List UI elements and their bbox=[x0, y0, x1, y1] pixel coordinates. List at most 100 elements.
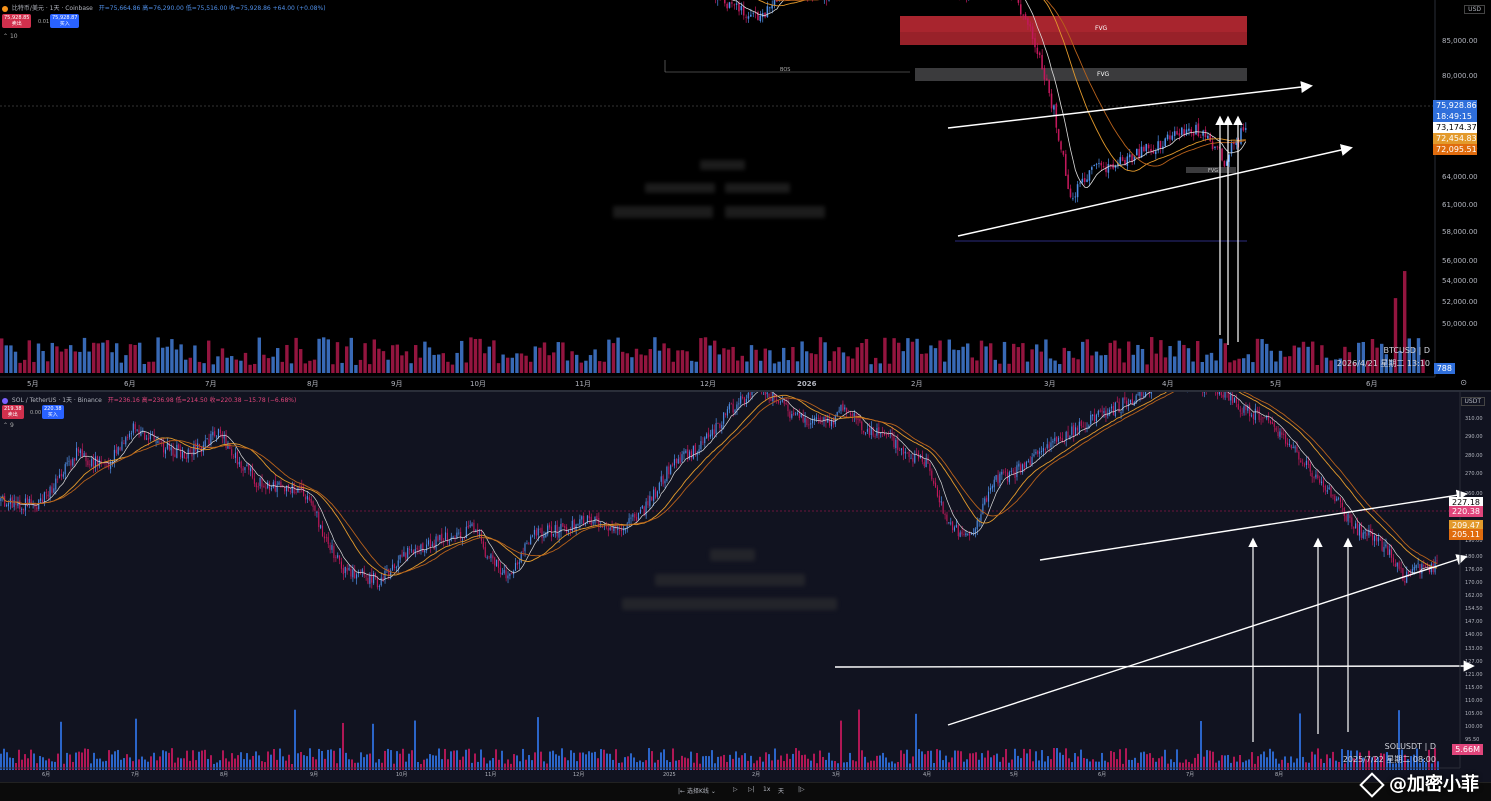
sol-candle bbox=[1264, 418, 1265, 419]
jump-to-realtime-icon[interactable]: |▷ bbox=[798, 786, 805, 793]
btc-candle bbox=[1048, 80, 1050, 93]
sol-y-tick: 121.00 bbox=[1465, 672, 1483, 678]
btc-chart-canvas[interactable]: FVGFVGBOSFVG85,000.0080,000.0068,000.006… bbox=[0, 0, 1491, 390]
btc-volume-bar bbox=[1099, 355, 1102, 373]
sol-candle bbox=[839, 411, 840, 412]
sol-candle bbox=[825, 416, 826, 421]
chart-settings-icon[interactable]: ⊙ bbox=[1460, 378, 1467, 387]
sol-candle bbox=[899, 450, 900, 451]
btc-candle bbox=[1243, 127, 1245, 130]
btc-volume-bar bbox=[152, 362, 155, 373]
btc-x-tick: 8月 bbox=[307, 380, 318, 388]
sol-volume-bar bbox=[261, 761, 263, 770]
sol-candle bbox=[297, 488, 298, 492]
btc-volume-bar bbox=[1256, 339, 1259, 373]
sol-volume-bar bbox=[855, 761, 857, 770]
btc-volume-bar bbox=[23, 360, 26, 373]
sol-candle bbox=[712, 429, 713, 435]
sol-volume-bar bbox=[189, 761, 191, 770]
sol-volume-bar bbox=[465, 750, 467, 770]
sol-candle bbox=[638, 513, 639, 519]
btc-volume-bar bbox=[975, 360, 978, 373]
btc-volume-bar bbox=[239, 361, 242, 373]
btc-volume-bar bbox=[83, 338, 86, 373]
sol-candle bbox=[68, 461, 69, 462]
select-bar-button[interactable]: |← 选择K线 ⌄ bbox=[678, 786, 716, 795]
sol-candle bbox=[714, 429, 715, 434]
sol-ma-long bbox=[1, 392, 1437, 573]
sol-volume-bar bbox=[588, 751, 590, 770]
btc-sell-button[interactable]: 75,928.85 卖出 bbox=[2, 14, 31, 28]
sol-sell-button[interactable]: 219.38 卖出 bbox=[2, 405, 24, 419]
sol-volume-bar bbox=[504, 764, 506, 770]
sol-indicator-toggle[interactable]: ⌃ 9 bbox=[3, 422, 14, 429]
btc-volume-bar bbox=[708, 346, 711, 373]
sol-candle bbox=[318, 512, 319, 527]
btc-buy-button[interactable]: 75,928.87 买入 bbox=[50, 14, 79, 28]
btc-volume-bar bbox=[193, 345, 196, 373]
sol-candle bbox=[392, 565, 393, 570]
btc-volume-bar bbox=[336, 342, 339, 373]
sol-candle bbox=[594, 517, 595, 523]
sol-volume-bar bbox=[1305, 762, 1307, 770]
sol-title[interactable]: SOL / TetherUS · 1天 · Binance bbox=[12, 397, 102, 404]
sol-candle bbox=[1037, 451, 1038, 454]
step-forward-icon[interactable]: ▷| bbox=[748, 786, 755, 793]
sol-candle bbox=[0, 498, 1, 501]
sol-volume-bar bbox=[3, 749, 5, 770]
sol-candle bbox=[683, 451, 684, 454]
btc-title[interactable]: 比特币/美元 · 1天 · Coinbase bbox=[12, 5, 93, 12]
btc-volume-bar bbox=[299, 349, 302, 373]
btc-volume-bar bbox=[1173, 356, 1176, 373]
btc-volume-bar bbox=[225, 358, 228, 373]
btc-volume-bar bbox=[1090, 355, 1093, 373]
sol-candle bbox=[984, 498, 985, 504]
sol-volume-bar bbox=[321, 751, 323, 770]
sol-symbol-info: SOLUSDT | D 2025/7/22 星期二 08:00 bbox=[1340, 742, 1436, 765]
btc-candle bbox=[733, 5, 735, 6]
btc-indicator-toggle[interactable]: ⌃ 10 bbox=[3, 33, 18, 40]
sol-candle bbox=[1035, 452, 1036, 453]
sol-volume-bar bbox=[1188, 762, 1190, 770]
btc-volume-bar bbox=[639, 354, 642, 373]
sol-candle bbox=[144, 432, 145, 440]
sol-volume-bar bbox=[381, 763, 383, 770]
btc-chart-pane[interactable]: FVGFVGBOSFVG85,000.0080,000.0068,000.006… bbox=[0, 0, 1491, 390]
sol-candle bbox=[326, 537, 327, 538]
sol-candle bbox=[420, 545, 421, 551]
sol-buy-button[interactable]: 220.38 买入 bbox=[42, 405, 64, 419]
sol-volume-bar bbox=[852, 760, 854, 770]
sol-volume-bar bbox=[870, 761, 872, 770]
interval-button[interactable]: 天 bbox=[778, 786, 784, 795]
btc-volume-bar bbox=[787, 360, 790, 373]
sol-chart-canvas[interactable]: 310.00290.00280.00270.00260.00250.00190.… bbox=[0, 392, 1491, 782]
sol-currency-select[interactable]: USDT bbox=[1461, 397, 1486, 406]
btc-legend: 比特币/美元 · 1天 · Coinbase 开=75,664.86 高=76,… bbox=[2, 3, 326, 12]
sol-volume-bar bbox=[552, 751, 554, 770]
btc-volume-bar bbox=[221, 348, 224, 373]
sol-candle bbox=[129, 434, 130, 438]
speed-button[interactable]: 1x bbox=[763, 786, 770, 793]
sol-y-tick: 270.00 bbox=[1465, 471, 1483, 477]
sol-candle bbox=[835, 415, 836, 424]
btc-symbol-info: BTCUSD | D 2026/4/21 星期二 13:10 bbox=[1330, 346, 1430, 369]
sol-candle bbox=[818, 418, 819, 419]
sol-volume-bar bbox=[1176, 749, 1178, 770]
sol-candle bbox=[630, 518, 631, 519]
sol-candle bbox=[1001, 472, 1002, 475]
btc-x-tick: 10月 bbox=[470, 380, 486, 388]
btc-volume-bar bbox=[851, 359, 854, 373]
sol-candle bbox=[231, 449, 232, 455]
sol-candle bbox=[1223, 395, 1224, 398]
btc-currency-select[interactable]: USD bbox=[1464, 5, 1485, 14]
sol-candle bbox=[935, 483, 936, 488]
btc-x-tick: 7月 bbox=[205, 380, 216, 388]
sol-volume-bar bbox=[531, 760, 533, 770]
sol-chart-pane[interactable]: 310.00290.00280.00270.00260.00250.00190.… bbox=[0, 392, 1491, 782]
play-icon[interactable]: ▷ bbox=[733, 786, 738, 793]
sol-candle bbox=[432, 545, 433, 546]
sol-candle bbox=[1279, 431, 1280, 436]
sol-coin-icon bbox=[2, 398, 8, 404]
sol-candle bbox=[479, 534, 480, 535]
sol-candle bbox=[398, 561, 399, 567]
